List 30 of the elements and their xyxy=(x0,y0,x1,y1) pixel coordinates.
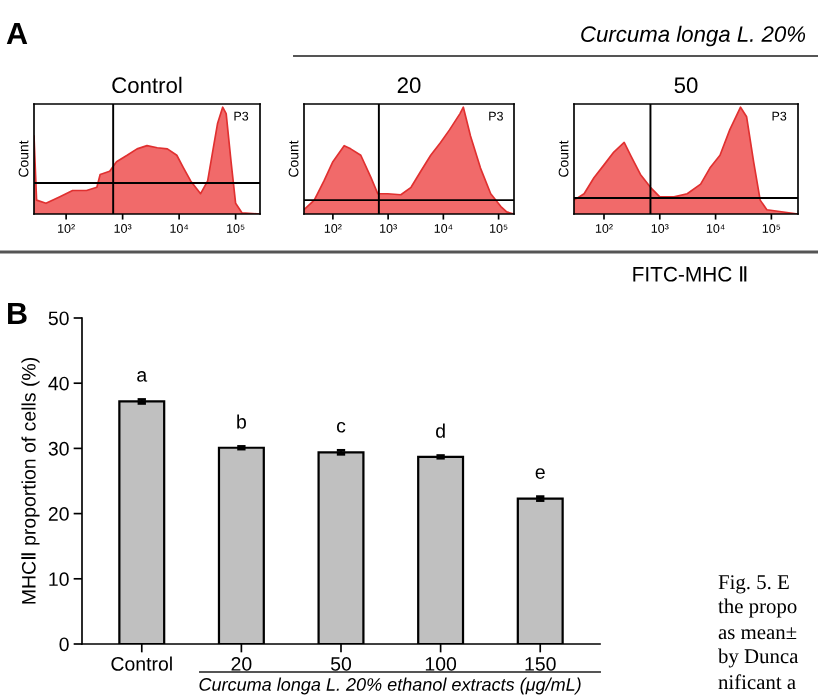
y-tick-label: 50 xyxy=(48,311,69,326)
x-axis-title: Curcuma longa L. 20% ethanol extracts (μg/mL) xyxy=(199,677,581,695)
text: A xyxy=(6,22,28,44)
text: the propo xyxy=(718,598,797,618)
annotation: b xyxy=(237,414,246,429)
y-tick-label: 40 xyxy=(48,376,69,391)
text: Curcuma longa L. 20% xyxy=(581,25,806,47)
annotation: d xyxy=(436,423,445,438)
x-tick-label: 20 xyxy=(231,657,252,671)
annotation: a xyxy=(137,371,148,382)
y-tick-label: 0 xyxy=(59,637,69,652)
caption: Fig. 5. E xyxy=(718,575,789,594)
annotation: e xyxy=(535,468,545,479)
chart-title: Control xyxy=(112,76,182,94)
x-tick-label: Control xyxy=(111,656,172,671)
chart-title: 50 xyxy=(674,77,698,94)
y-tick-label: 20 xyxy=(48,507,69,521)
chart-title: 20 xyxy=(397,77,421,94)
text: by Dunca xyxy=(718,648,799,668)
text: B xyxy=(8,302,27,324)
text: nificant a xyxy=(718,674,796,690)
x-tick-label: 100 xyxy=(425,657,457,671)
annotation: c xyxy=(336,421,346,433)
text: as mean± xyxy=(718,627,797,640)
y-axis-title: MHCⅡ proportion of cells (%) xyxy=(21,358,40,604)
y-tick-label: 30 xyxy=(48,441,69,456)
y-tick-label: 10 xyxy=(49,572,69,587)
x-tick-label: 150 xyxy=(525,657,556,671)
text: FITC-MHC Ⅱ xyxy=(633,266,747,282)
x-tick-label: 50 xyxy=(330,657,352,671)
